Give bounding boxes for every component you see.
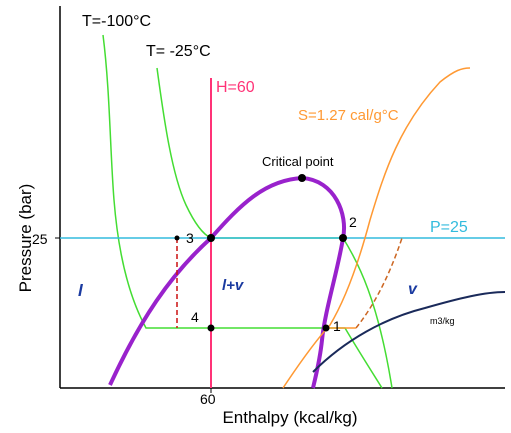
x-axis-title: Enthalpy (kcal/kg) (222, 408, 357, 427)
point-3-marker (207, 234, 215, 242)
isotherm-minus-25-label: T= -25°C (146, 43, 211, 60)
point-3-small-marker (174, 235, 180, 241)
point-3-label: 3 (186, 230, 194, 246)
critical-point-marker (298, 174, 306, 182)
specific-volume-curve (312, 291, 506, 373)
point-4-marker (207, 324, 215, 332)
isobar-label: P=25 (430, 219, 468, 236)
isotherm-minus-100-label: T=-100°C (82, 13, 151, 30)
isentrope-label: S=1.27 cal/g°C (298, 107, 399, 124)
saturation-dome (108, 175, 346, 389)
point-2-label: 2 (349, 214, 357, 230)
point-1-marker (322, 324, 330, 332)
isentrope-s127 (282, 67, 471, 389)
isotherm-minus-100 (102, 34, 383, 389)
critical-point-label: Critical point (262, 154, 334, 169)
point-1-label: 1 (333, 318, 341, 334)
isenthalp-label: H=60 (216, 79, 255, 96)
mixture-region-label: l+v (222, 277, 245, 294)
vapor-region-label: v (408, 281, 418, 298)
compression-path (355, 237, 403, 329)
liquid-region-label: l (78, 281, 84, 300)
point-2-marker (339, 234, 347, 242)
x-tick-label-60: 60 (200, 391, 216, 407)
isotherm-minus-25 (156, 67, 393, 389)
specific-volume-label: m3/kg (430, 316, 455, 326)
y-tick-label-25: 25 (32, 231, 48, 247)
point-4-label: 4 (191, 309, 199, 325)
y-axis-title: Pressure (bar) (16, 184, 35, 293)
